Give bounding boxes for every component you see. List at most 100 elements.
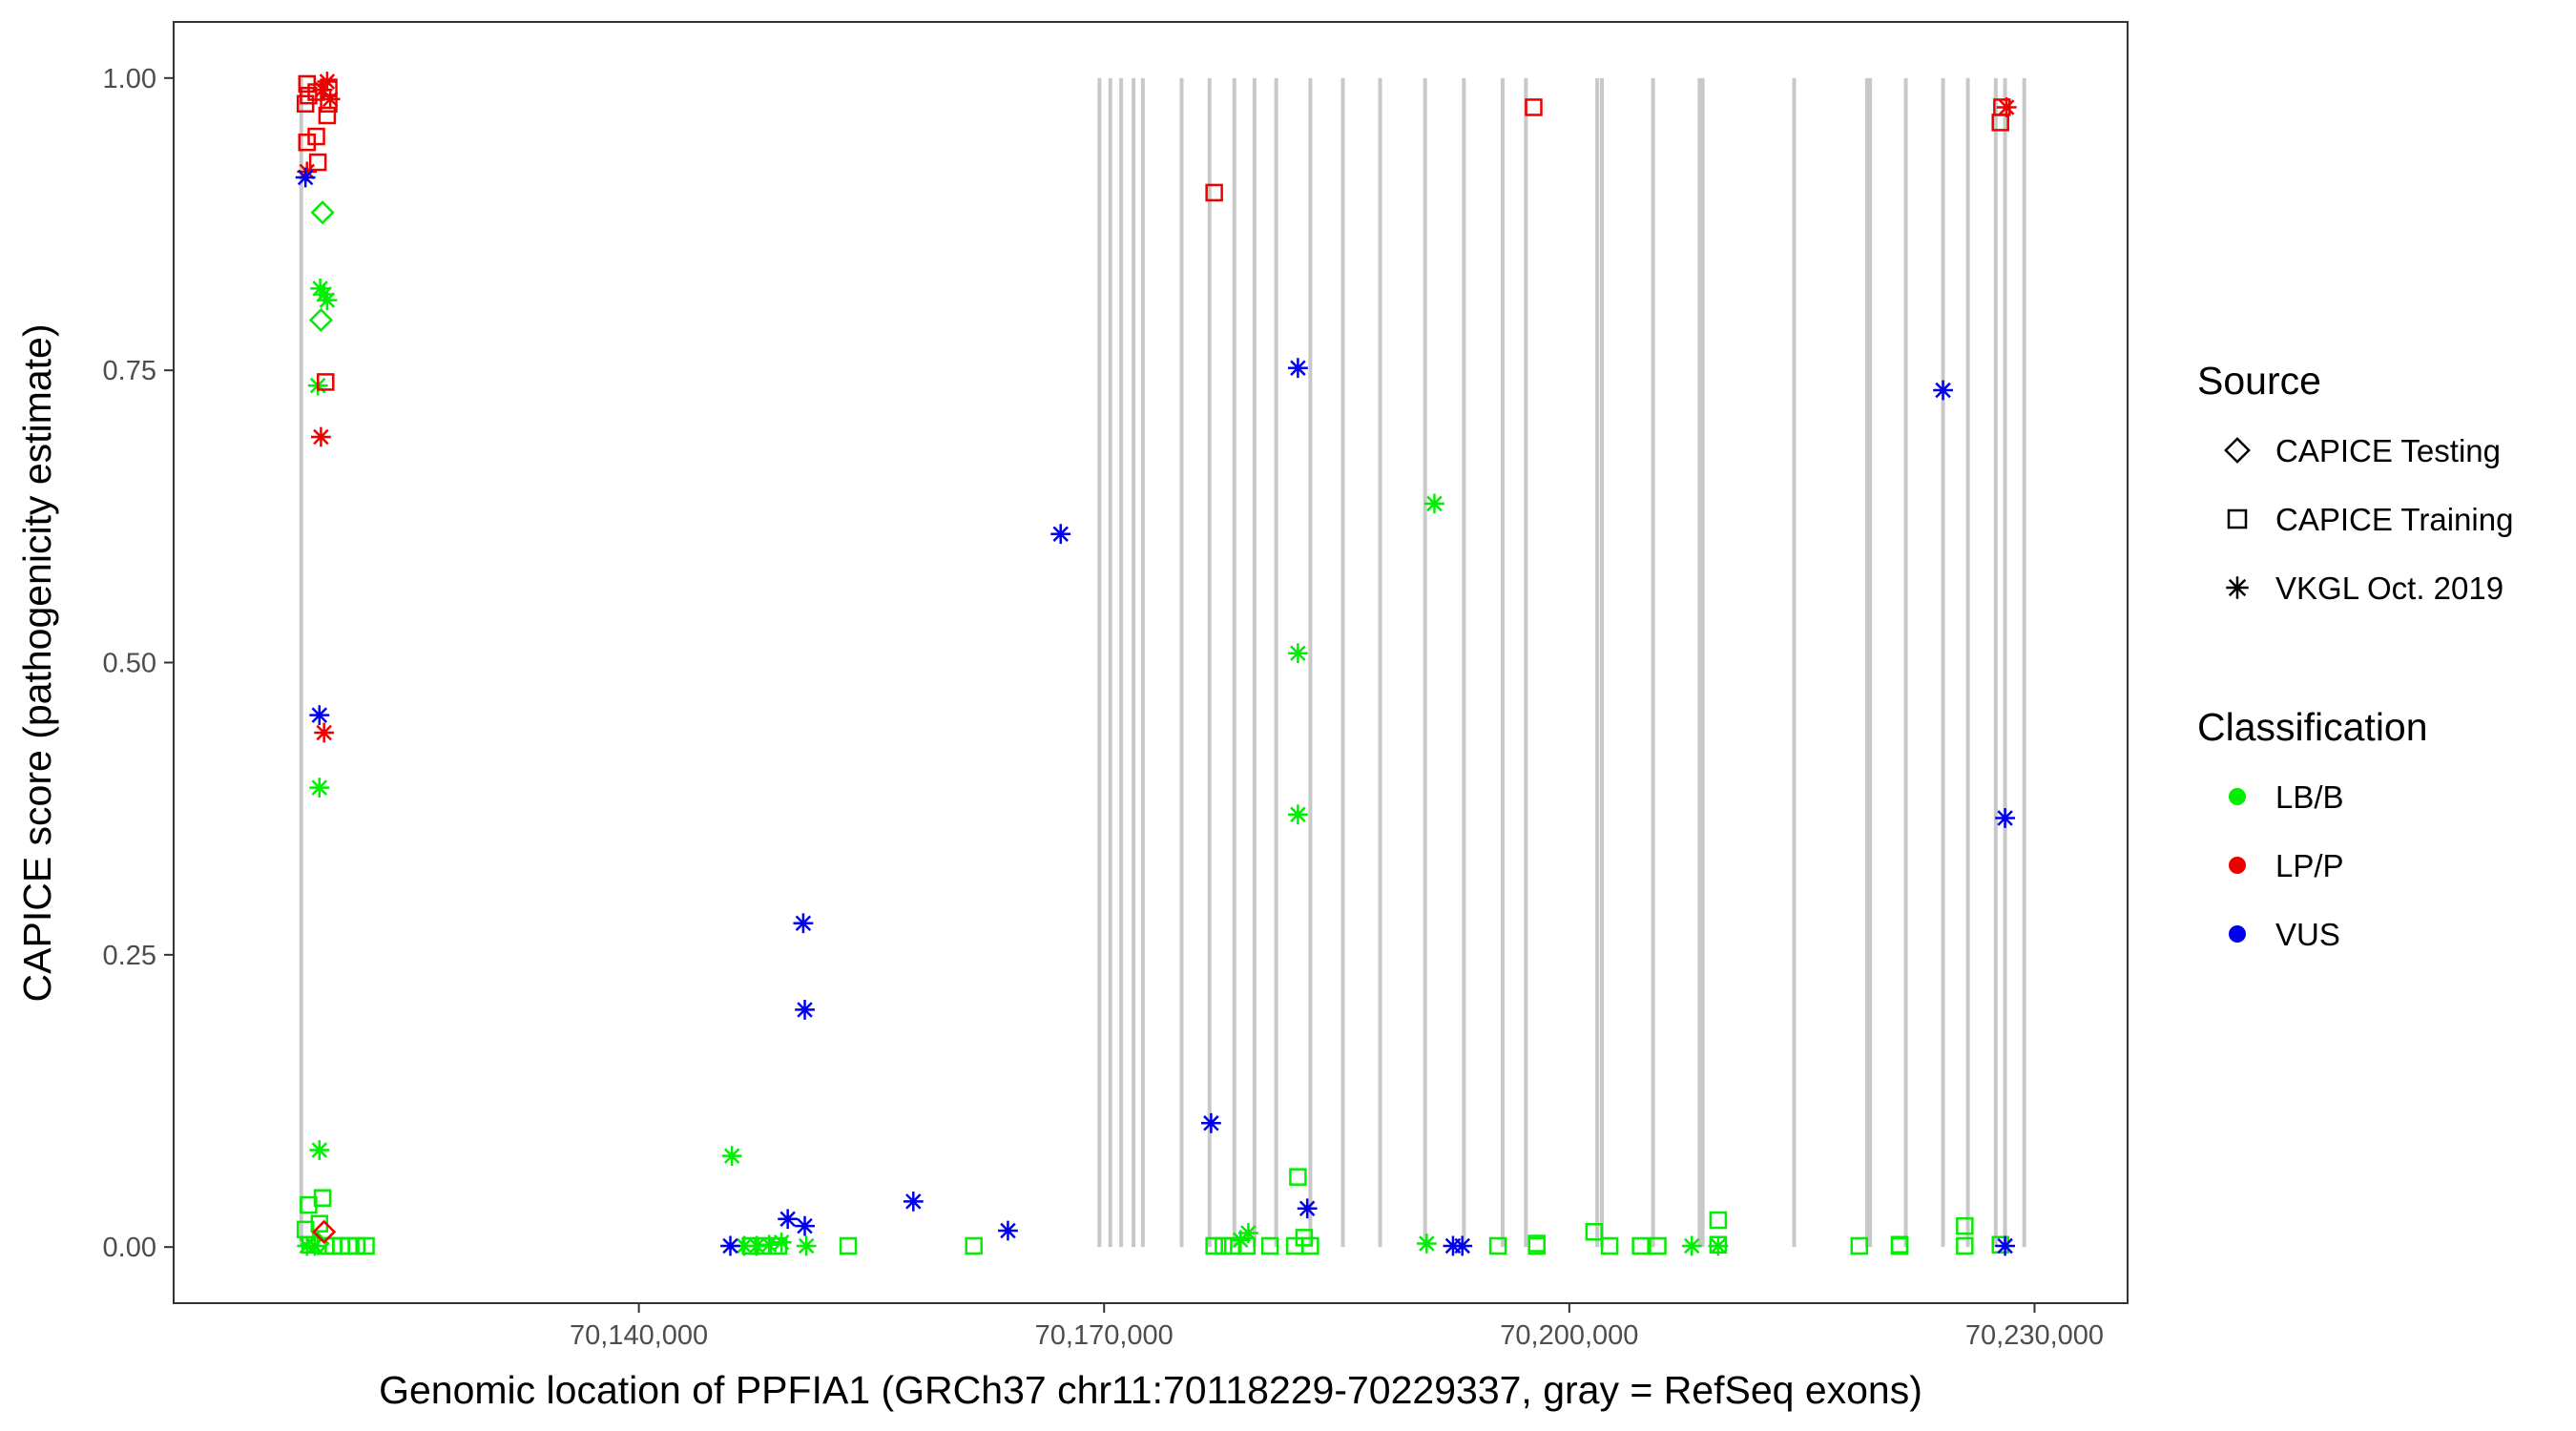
data-point — [1956, 1236, 1974, 1255]
data-point — [295, 167, 316, 188]
data-point — [746, 1235, 767, 1256]
legend-classification-label: LP/P — [2275, 848, 2344, 883]
data-point — [1050, 524, 1071, 545]
data-point — [1297, 1198, 1318, 1219]
x-axis-title: Genomic location of PPFIA1 (GRCh37 chr11… — [379, 1368, 1922, 1412]
data-point — [307, 127, 325, 146]
data-point — [1260, 1236, 1279, 1255]
data-point — [296, 94, 315, 114]
data-point — [998, 1220, 1018, 1241]
y-axis: 0.00 0.25 0.50 0.75 1.00 — [103, 64, 174, 1263]
data-point — [309, 705, 330, 726]
data-point — [312, 1219, 337, 1244]
data-point — [1681, 1235, 1702, 1256]
data-point — [1631, 1236, 1650, 1255]
legend: Source CAPICE Testing CAPICE Training VKGL… — [2197, 359, 2513, 952]
data-point — [1416, 1234, 1437, 1254]
data-point — [317, 373, 335, 391]
data-point — [308, 307, 333, 333]
data-point — [1215, 1236, 1233, 1255]
x-tick-label: 70,140,000 — [570, 1320, 708, 1351]
legend-key-diamond — [2224, 437, 2251, 464]
legend-key-color — [2229, 788, 2246, 805]
legend-source-label: VKGL Oct. 2019 — [2275, 570, 2503, 606]
legend-key-color — [2229, 857, 2246, 874]
data-point — [1200, 1112, 1221, 1133]
data-point — [1996, 97, 2017, 117]
data-point — [965, 1236, 983, 1255]
data-point — [1230, 1230, 1251, 1251]
legend-classification-title: Classification — [2197, 705, 2428, 749]
y-tick-label: 1.00 — [103, 64, 156, 94]
data-point — [1288, 358, 1308, 379]
data-point — [1205, 183, 1223, 202]
data-point — [357, 1236, 375, 1255]
data-point — [839, 1236, 858, 1255]
data-point — [1956, 1216, 1974, 1235]
data-point — [347, 1236, 366, 1255]
data-point — [741, 1236, 759, 1255]
legend-classification-label: LB/B — [2275, 779, 2344, 815]
data-point — [795, 1215, 815, 1236]
data-point — [309, 1140, 330, 1160]
data-point — [297, 161, 318, 182]
data-point — [720, 1235, 740, 1256]
data-point — [771, 1232, 792, 1253]
data-point — [318, 106, 337, 125]
data-point — [308, 153, 327, 172]
data-point — [1488, 1236, 1507, 1255]
data-point — [1709, 1211, 1728, 1230]
data-point — [1288, 643, 1308, 664]
data-point — [298, 133, 317, 152]
data-point — [734, 1235, 755, 1256]
data-point — [317, 72, 338, 92]
y-tick-label: 0.25 — [103, 941, 156, 971]
y-tick-label: 0.75 — [103, 356, 156, 386]
data-point — [1288, 804, 1308, 825]
data-point — [1585, 1223, 1604, 1241]
x-tick-label: 70,170,000 — [1035, 1320, 1174, 1351]
data-point — [312, 79, 333, 100]
plot-panel-border — [173, 21, 2129, 1304]
legend-key-color — [2229, 925, 2246, 943]
data-point — [1995, 808, 2015, 828]
x-tick-label: 70,200,000 — [1500, 1320, 1638, 1351]
legend-classification-items: LB/B LP/P VUS — [2229, 779, 2344, 952]
data-point — [1527, 1236, 1546, 1255]
data-point — [796, 1235, 817, 1256]
data-point — [1850, 1236, 1869, 1255]
data-point — [778, 1209, 799, 1230]
data-point — [311, 426, 331, 447]
legend-key-asterisk — [2226, 576, 2249, 599]
data-point — [1289, 1168, 1307, 1186]
legend-source-label: CAPICE Testing — [2275, 433, 2501, 468]
x-axis: 70,140,000 70,170,000 70,200,000 70,230,000 — [570, 1303, 2104, 1351]
data-point — [1424, 493, 1444, 514]
data-point — [769, 1236, 788, 1255]
x-tick-label: 70,230,000 — [1965, 1320, 2104, 1351]
data-point — [310, 200, 335, 225]
data-point — [1238, 1223, 1258, 1243]
data-point — [1995, 1235, 2015, 1256]
legend-source-items: CAPICE Testing CAPICE Training VKGL Oct. 2… — [2224, 433, 2513, 606]
data-point — [1205, 1236, 1223, 1255]
data-point — [758, 1234, 779, 1255]
data-point — [1301, 1236, 1319, 1255]
y-axis-title: CAPICE score (pathogenicity estimate) — [15, 324, 59, 1003]
data-point — [310, 278, 330, 299]
data-point — [795, 1000, 815, 1020]
data-point — [721, 1146, 742, 1166]
data-point — [1708, 1235, 1729, 1256]
data-point — [903, 1191, 924, 1212]
data-point — [313, 1189, 332, 1207]
exon-bands — [299, 77, 2026, 1248]
data-point — [1649, 1236, 1667, 1255]
legend-key-square — [2227, 508, 2248, 529]
data-point — [793, 913, 814, 934]
y-tick-label: 0.50 — [103, 649, 156, 679]
data-point — [304, 1235, 325, 1256]
legend-source-title: Source — [2197, 359, 2321, 403]
data-point — [314, 722, 335, 743]
legend-classification-label: VUS — [2275, 917, 2340, 952]
